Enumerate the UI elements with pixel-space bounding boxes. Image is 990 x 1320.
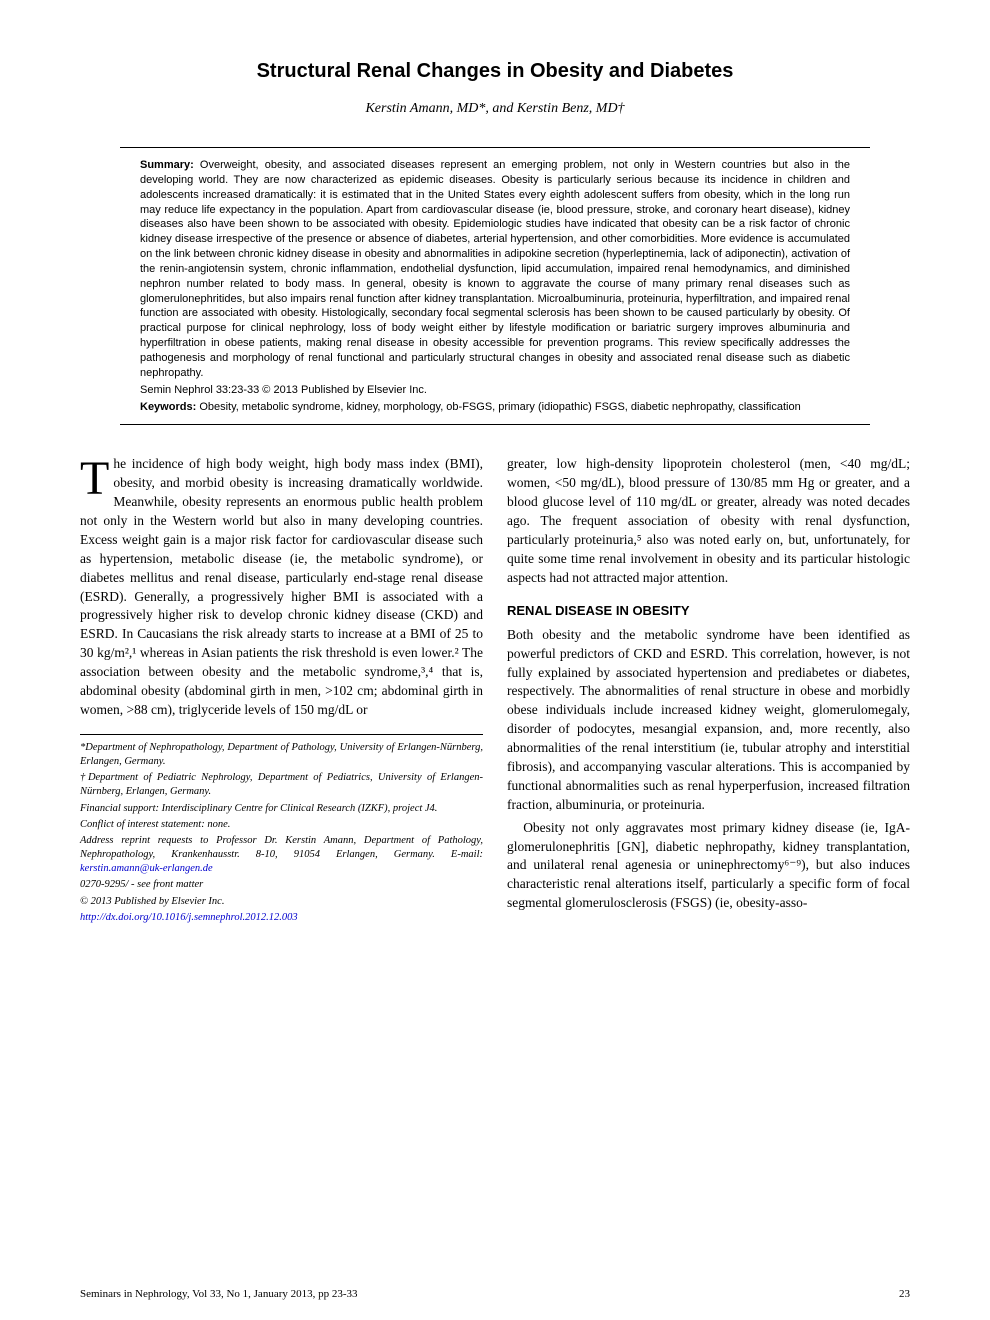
left-column: The incidence of high body weight, high … (80, 455, 483, 927)
summary-text: Overweight, obesity, and associated dise… (140, 159, 850, 379)
abstract-box: Summary: Overweight, obesity, and associ… (120, 147, 870, 425)
body-columns: The incidence of high body weight, high … (80, 455, 910, 927)
footnote-issn: 0270-9295/ - see front matter (80, 878, 483, 892)
footnote-conflict: Conflict of interest statement: none. (80, 818, 483, 832)
footnote-doi-link[interactable]: http://dx.doi.org/10.1016/j.semnephrol.2… (80, 912, 298, 923)
footnote-copyright: © 2013 Published by Elsevier Inc. (80, 895, 483, 909)
footnote-doi: http://dx.doi.org/10.1016/j.semnephrol.2… (80, 911, 483, 925)
summary-label: Summary: (140, 159, 194, 171)
abstract-citation: Semin Nephrol 33:23-33 © 2013 Published … (140, 383, 850, 398)
right-para-3: Obesity not only aggravates most primary… (507, 819, 910, 913)
footnote-affil-2: †Department of Pediatric Nephrology, Dep… (80, 771, 483, 799)
right-column: greater, low high-density lipoprotein ch… (507, 455, 910, 927)
keywords-label: Keywords: (140, 401, 196, 413)
right-para-2: Both obesity and the metabolic syndrome … (507, 626, 910, 815)
footnote-affil-1: *Department of Nephropathology, Departme… (80, 741, 483, 769)
footnote-reprint: Address reprint requests to Professor Dr… (80, 834, 483, 877)
section-heading: RENAL DISEASE IN OBESITY (507, 602, 910, 620)
keywords-line: Keywords: Obesity, metabolic syndrome, k… (140, 400, 850, 415)
intro-paragraph: The incidence of high body weight, high … (80, 455, 483, 719)
footnote-financial: Financial support: Interdisciplinary Cen… (80, 802, 483, 816)
article-title: Structural Renal Changes in Obesity and … (80, 60, 910, 83)
footnotes: *Department of Nephropathology, Departme… (80, 734, 483, 925)
footer-page-number: 23 (899, 1288, 910, 1300)
intro-text: he incidence of high body weight, high b… (80, 456, 483, 717)
keywords-text: Obesity, metabolic syndrome, kidney, mor… (199, 401, 800, 413)
right-para-1: greater, low high-density lipoprotein ch… (507, 455, 910, 587)
dropcap: T (80, 455, 113, 500)
footer-citation: Seminars in Nephrology, Vol 33, No 1, Ja… (80, 1288, 358, 1300)
page-footer: Seminars in Nephrology, Vol 33, No 1, Ja… (80, 1288, 910, 1300)
article-authors: Kerstin Amann, MD*, and Kerstin Benz, MD… (80, 101, 910, 117)
footnote-email-link[interactable]: kerstin.amann@uk-erlangen.de (80, 863, 213, 874)
footnote-reprint-text: Address reprint requests to Professor Dr… (80, 835, 483, 860)
